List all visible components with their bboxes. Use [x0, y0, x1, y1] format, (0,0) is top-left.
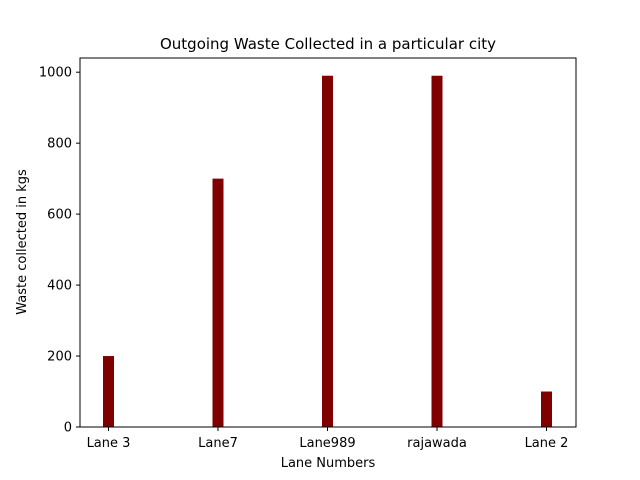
bar-rajawada — [431, 75, 443, 427]
y-tick-label: 0 — [64, 421, 72, 436]
y-tick-label: 200 — [47, 350, 72, 365]
y-tick-label: 400 — [47, 279, 72, 294]
bars-layer — [103, 75, 552, 427]
x-axis-ticks: Lane 3 Lane7 Lane989 rajawada Lane 2 — [87, 427, 569, 451]
y-axis-label: Waste collected in kgs — [15, 169, 30, 315]
chart-title: Outgoing Waste Collected in a particular… — [160, 35, 496, 53]
x-tick-label: Lane989 — [299, 436, 355, 451]
y-tick-label: 1000 — [39, 66, 72, 81]
x-tick-label: Lane 2 — [525, 436, 569, 451]
bar-lane-2 — [541, 391, 552, 427]
bar-lane-3 — [103, 356, 114, 427]
y-tick-label: 800 — [47, 137, 72, 152]
bar-lane989 — [322, 75, 333, 427]
x-tick-label: Lane7 — [198, 436, 238, 451]
bar-lane7 — [212, 178, 224, 427]
y-tick-label: 600 — [47, 208, 72, 223]
x-axis-label: Lane Numbers — [281, 456, 376, 471]
x-tick-label: rajawada — [407, 436, 467, 451]
y-axis-ticks: 0 200 400 600 800 1000 — [39, 66, 80, 436]
x-tick-label: Lane 3 — [87, 436, 131, 451]
